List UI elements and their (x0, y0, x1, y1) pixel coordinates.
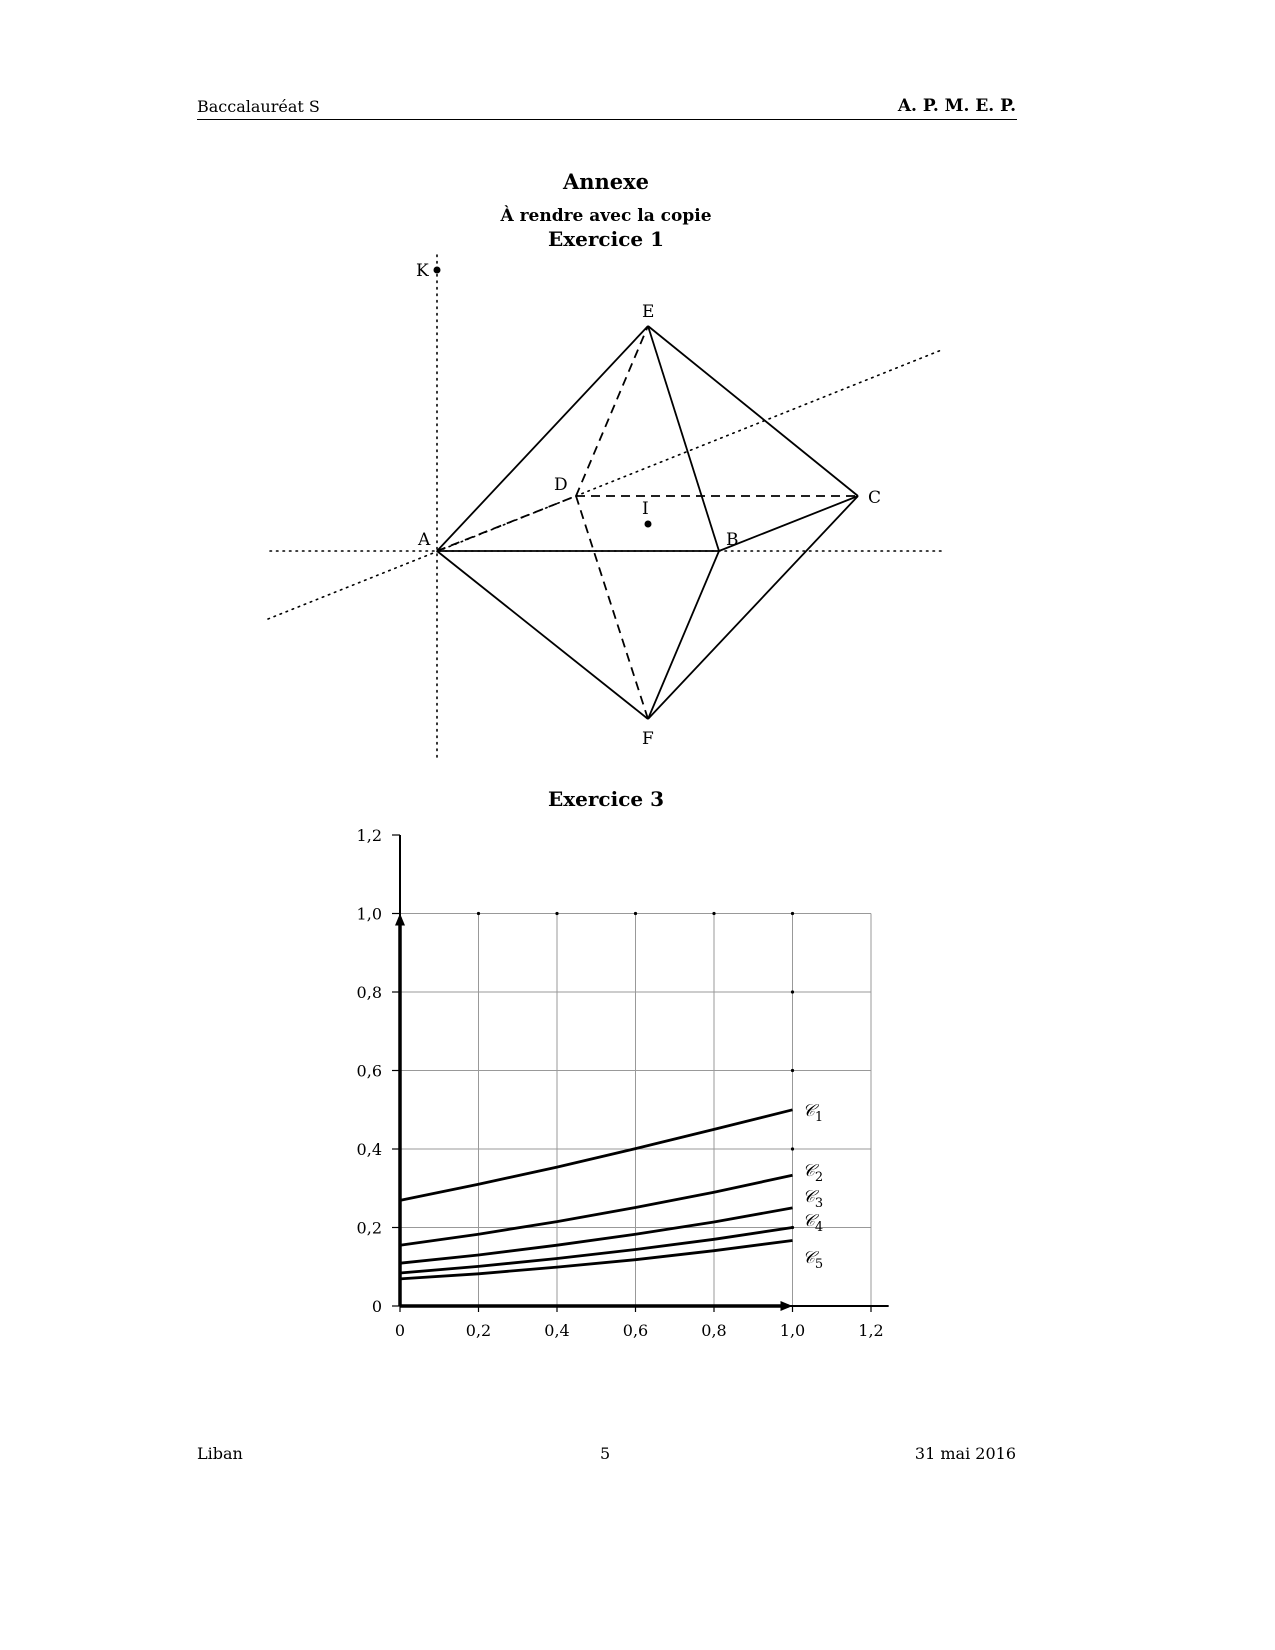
label-A: A (417, 530, 431, 550)
grid-dot (633, 911, 638, 916)
exercise3-title: Exercice 3 (548, 787, 664, 811)
curve-label-1: 𝒞1 (803, 1101, 824, 1125)
curve-1 (399, 1108, 793, 1202)
x-tick-label: 0,2 (466, 1321, 491, 1340)
grid-dot (712, 911, 716, 916)
grid-dot (790, 911, 795, 916)
page-title: Annexe (562, 169, 650, 194)
y-tick-label: 0,2 (357, 1219, 382, 1238)
edge-AF (436, 550, 649, 720)
label-E: E (642, 302, 654, 322)
dotted-oblique-axis (267, 348, 945, 620)
y-tick-label: 1,0 (357, 905, 382, 924)
dashed-edge-DE (575, 325, 649, 497)
exercise1-title: Exercice 1 (548, 227, 664, 251)
curve-label-2: 𝒞2 (803, 1161, 824, 1185)
curve-5 (399, 1239, 793, 1281)
x-tick-label: 1,2 (858, 1321, 883, 1340)
y-tick-label: 0,4 (357, 1140, 382, 1159)
y-tick-label: 0 (372, 1297, 382, 1316)
edge-EC (647, 325, 859, 497)
subtitle: À rendre avec la copie (500, 206, 712, 226)
curve-4 (399, 1226, 793, 1275)
label-F: F (642, 729, 654, 749)
grid-dot (790, 990, 795, 994)
grid-dot (476, 911, 481, 916)
x-tick-label: 0,4 (544, 1321, 569, 1340)
grid-dot (555, 911, 559, 916)
x-tick-label: 0 (395, 1321, 405, 1340)
label-C: C (868, 488, 881, 508)
curve-label-4: 𝒞4 (803, 1211, 824, 1235)
label-K: K (416, 261, 429, 281)
curve-3 (399, 1206, 793, 1265)
curve-2 (399, 1173, 793, 1247)
y-tick-label: 0,8 (357, 983, 382, 1002)
x-tick-label: 1,0 (780, 1321, 805, 1340)
label-I: I (642, 499, 649, 519)
footer-left: Liban (197, 1444, 243, 1463)
dashed-edge-AD (436, 495, 577, 552)
label-B: B (726, 530, 739, 550)
x-tick-label: 0,6 (623, 1321, 648, 1340)
curve-label-5: 𝒞5 (803, 1248, 824, 1272)
grid-dot (790, 1068, 795, 1073)
footer-date: 31 mai 2016 (914, 1444, 1016, 1463)
y-tick-label: 1,2 (357, 826, 382, 845)
grid-dot (790, 1147, 795, 1151)
x-tick-label: 0,8 (701, 1321, 726, 1340)
edge-BF (647, 550, 720, 720)
label-D: D (554, 475, 568, 495)
point-I (644, 520, 652, 528)
header-right: A. P. M. E. P. (897, 96, 1016, 116)
x-arrow-icon (780, 1301, 793, 1311)
y-arrow-icon (395, 913, 405, 926)
edge-CF (647, 495, 859, 720)
y-tick-label: 0,6 (357, 1062, 382, 1081)
header-rule (197, 119, 1017, 120)
header-left: Baccalauréat S (197, 97, 320, 116)
curve-label-3: 𝒞3 (803, 1187, 824, 1211)
point-K (433, 266, 441, 274)
edge-EB (647, 325, 720, 552)
edge-BC (718, 495, 859, 552)
page-number: 5 (600, 1444, 611, 1463)
edge-AE (436, 325, 649, 552)
dashed-edge-DF (575, 495, 649, 720)
octahedron-figure: K E D C I A B F (267, 254, 945, 763)
